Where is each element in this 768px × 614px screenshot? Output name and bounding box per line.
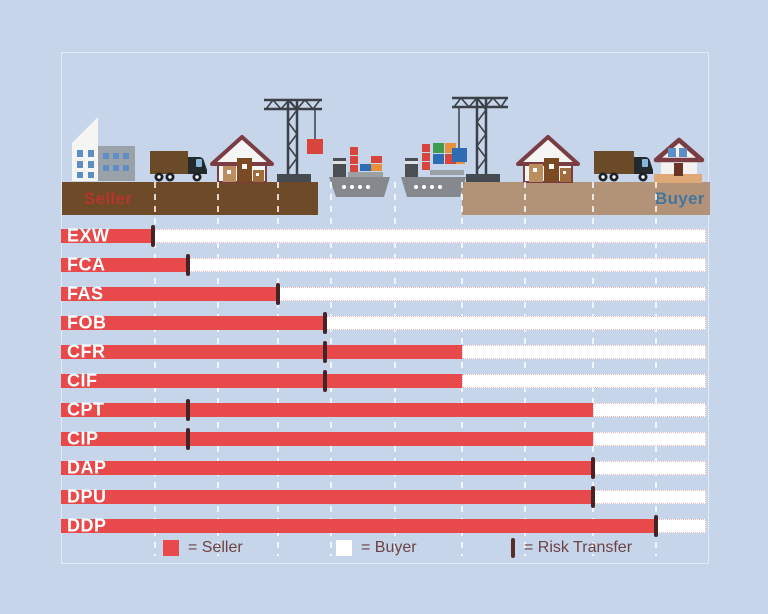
risk-transfer-marker xyxy=(322,341,327,363)
seller-bar xyxy=(61,229,154,243)
incoterm-row-CIF: CIF xyxy=(61,367,706,396)
seller-label: Seller xyxy=(84,189,133,208)
incoterm-row-CPT: CPT xyxy=(61,396,706,425)
seller-swatch-icon xyxy=(163,540,179,556)
incoterm-label: FCA xyxy=(67,254,106,275)
incoterm-row-CIP: CIP xyxy=(61,425,706,454)
legend-risk-item: = Risk Transfer xyxy=(511,534,632,562)
incoterm-row-DPU: DPU xyxy=(61,483,706,512)
seller-bar xyxy=(61,258,189,272)
incoterm-label: DPU xyxy=(67,486,107,507)
cargo-ship-left-icon xyxy=(329,147,390,197)
incoterm-row-FCA: FCA xyxy=(61,251,706,280)
risk-transfer-marker xyxy=(275,283,280,305)
buyer-bar xyxy=(153,229,706,243)
seller-bar xyxy=(61,345,463,359)
buyer-bar xyxy=(593,403,706,417)
incoterm-label: CPT xyxy=(67,399,105,420)
warehouse-right-icon xyxy=(516,135,580,183)
buyer-label: Buyer xyxy=(655,189,705,208)
buyer-bar xyxy=(655,519,706,533)
legend-seller-label: = Seller xyxy=(188,539,243,556)
risk-transfer-icon xyxy=(511,538,515,558)
buyer-bar xyxy=(593,461,706,475)
crane-right-icon xyxy=(452,96,508,182)
buyer-bar xyxy=(188,258,706,272)
buyer-swatch-icon xyxy=(336,540,352,556)
seller-bar xyxy=(61,374,463,388)
incoterm-row-FAS: FAS xyxy=(61,280,706,309)
buyer-bar xyxy=(462,374,706,388)
legend-risk-label: = Risk Transfer xyxy=(524,539,633,556)
legend-seller-item: = Seller xyxy=(163,534,243,562)
legend: = Seller = Buyer = Risk Transfer xyxy=(61,534,706,562)
risk-transfer-marker xyxy=(591,457,596,479)
incoterm-row-FOB: FOB xyxy=(61,309,706,338)
incoterm-rows: EXW FCA FAS FOB CFR CIF CPT CIP DAP DPU DDP xyxy=(61,222,706,541)
incoterm-row-DAP: DAP xyxy=(61,454,706,483)
buyer-bar xyxy=(324,316,706,330)
buyer-ground xyxy=(462,182,710,215)
incoterm-label: EXW xyxy=(67,225,110,246)
factory-icon xyxy=(72,117,135,181)
seller-bar xyxy=(61,316,325,330)
incoterm-label: FAS xyxy=(67,283,104,304)
risk-transfer-marker xyxy=(322,312,327,334)
cargo-ship-right-icon xyxy=(401,143,466,197)
incoterm-row-EXW: EXW xyxy=(61,222,706,251)
seller-bar xyxy=(61,519,656,533)
incoterm-label: DAP xyxy=(67,457,107,478)
crane-left-icon xyxy=(264,98,323,182)
buyer-bar xyxy=(277,287,706,301)
truck-left-icon xyxy=(150,151,207,182)
buyer-bar xyxy=(593,432,706,446)
incoterm-row-CFR: CFR xyxy=(61,338,706,367)
seller-bar xyxy=(61,432,594,446)
risk-transfer-marker xyxy=(322,370,327,392)
risk-transfer-marker xyxy=(186,254,191,276)
logistics-illustration xyxy=(62,96,710,215)
house-icon xyxy=(653,137,705,183)
seller-bar xyxy=(61,403,594,417)
seller-ground xyxy=(62,182,318,215)
risk-transfer-marker xyxy=(151,225,156,247)
seller-bar xyxy=(61,461,594,475)
buyer-bar xyxy=(593,490,706,504)
incoterm-label: CIP xyxy=(67,428,99,449)
legend-buyer-label: = Buyer xyxy=(361,539,417,556)
incoterm-label: CFR xyxy=(67,341,106,362)
risk-transfer-marker xyxy=(186,399,191,421)
incoterm-label: DDP xyxy=(67,515,107,536)
risk-transfer-marker xyxy=(653,515,658,537)
seller-bar xyxy=(61,490,594,504)
buyer-bar xyxy=(462,345,706,359)
seller-bar xyxy=(61,287,278,301)
incoterm-label: CIF xyxy=(67,370,98,391)
risk-transfer-marker xyxy=(591,486,596,508)
warehouse-left-icon xyxy=(210,135,274,183)
truck-right-icon xyxy=(594,151,653,182)
legend-buyer-item: = Buyer xyxy=(336,534,417,562)
incoterm-row-DDP: DDP xyxy=(61,512,706,541)
incoterm-label: FOB xyxy=(67,312,107,333)
risk-transfer-marker xyxy=(186,428,191,450)
